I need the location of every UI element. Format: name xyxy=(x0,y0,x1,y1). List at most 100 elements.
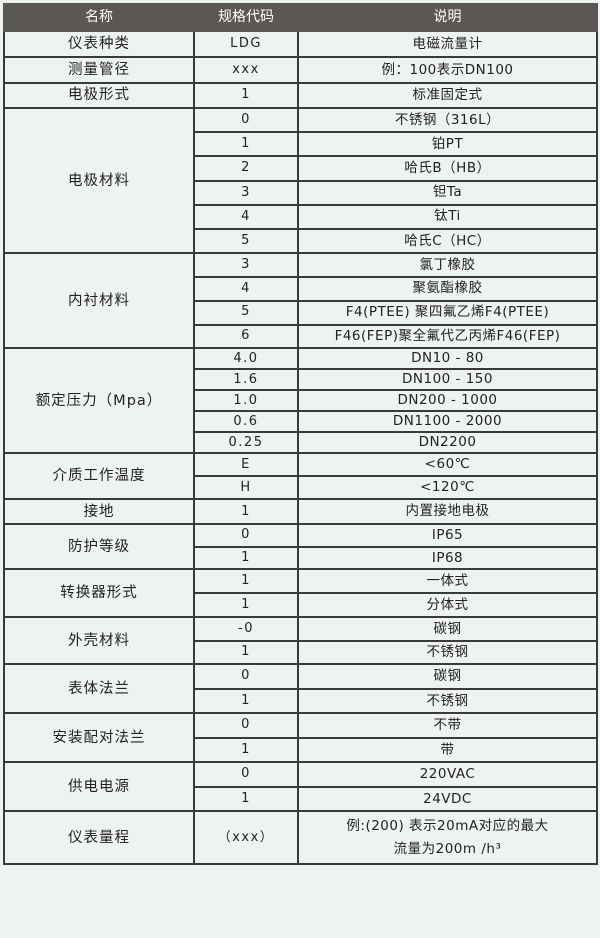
spec-description: DN2200 xyxy=(297,431,598,455)
table-header-row: 名称 规格代码 说明 xyxy=(3,3,598,32)
spec-description: IP68 xyxy=(297,545,598,571)
spec-code: 0.25 xyxy=(193,431,299,455)
spec-description: 钽Ta xyxy=(297,179,598,206)
spec-code: 1 xyxy=(193,592,299,619)
spec-code: 1 xyxy=(193,736,299,764)
table-row: 介质工作温度 E <60℃ xyxy=(3,452,598,501)
spec-code: 0 xyxy=(193,106,299,134)
table-body: 仪表种类 LDG 电磁流量计 测量管径 xxx 例：100表示DN100 电极形式 1 标准固定… xyxy=(3,30,598,866)
spec-description: 碳钢 xyxy=(297,663,598,690)
spec-description: 不锈钢 xyxy=(297,687,598,715)
table-row: 额定压力（Mpa） 4.0 DN10 - 80 xyxy=(3,347,598,455)
spec-description: 不锈钢 xyxy=(297,639,598,666)
table-row: 1 不锈钢 xyxy=(4,639,598,666)
spec-code: 5 xyxy=(193,299,299,326)
spec-description: 不锈钢（316L） xyxy=(297,106,598,134)
spec-description: F4(PTEE) 聚四氟乙烯F4(PTEE) xyxy=(297,299,598,326)
table-row: 3 钽Ta xyxy=(4,179,598,206)
item-name: 额定压力（Mpa） xyxy=(3,347,195,455)
spec-code: LDG xyxy=(193,30,299,58)
item-name: 表体法兰 xyxy=(3,663,195,715)
spec-description: 哈氏C（HC） xyxy=(297,227,598,255)
spec-description: <120℃ xyxy=(297,475,598,501)
table-row: 接地 1 内置接地电极 xyxy=(3,498,598,526)
spec-code: 6 xyxy=(193,323,299,350)
item-name: 电极材料 xyxy=(3,106,195,255)
spec-description: 220VAC xyxy=(297,761,598,788)
spec-description: IP65 xyxy=(297,523,598,548)
spec-code: -0 xyxy=(193,616,299,642)
spec-code: 1 xyxy=(193,545,299,571)
spec-code: （xxx） xyxy=(193,810,299,866)
table-row: 供电电源 0 220VAC xyxy=(3,761,598,813)
item-name: 供电电源 xyxy=(3,761,195,813)
spec-code: 1 xyxy=(193,785,299,813)
spec-description: 分体式 xyxy=(297,592,598,619)
spec-code: 0 xyxy=(193,663,299,690)
spec-description: DN200 - 1000 xyxy=(297,389,598,413)
spec-code: 0 xyxy=(193,523,299,548)
table-row: 电极材料 0 不锈钢（316L） xyxy=(3,106,598,255)
table-row: 5 F4(PTEE) 聚四氟乙烯F4(PTEE) xyxy=(4,299,598,326)
table-row: 5 哈氏C（HC） xyxy=(4,227,598,255)
spec-table-container: 名称 规格代码 说明 仪表种类 LDG 电磁流量计 测量管径 xxx 例：100表示DN1… xyxy=(3,3,598,866)
model-selection-table: 名称 规格代码 说明 仪表种类 LDG 电磁流量计 测量管径 xxx 例：100表示DN1… xyxy=(3,3,598,866)
spec-code: 1 xyxy=(193,131,299,158)
table-row: 2 哈氏B（HB） xyxy=(4,155,598,182)
table-row: 表体法兰 0 碳钢 xyxy=(3,663,598,715)
spec-description: 内置接地电极 xyxy=(297,498,598,526)
table-row: 0.25 DN2200 xyxy=(4,431,598,455)
spec-code: 2 xyxy=(193,155,299,182)
spec-description: 不带 xyxy=(297,712,598,739)
spec-code: 1 xyxy=(193,82,299,109)
spec-description: 带 xyxy=(297,736,598,764)
item-name: 外壳材料 xyxy=(3,616,195,666)
spec-code: 1 xyxy=(193,687,299,715)
table-row: 0.6 DN1100 - 2000 xyxy=(4,410,598,434)
table-row: 内衬材料 3 氯丁橡胶 xyxy=(3,252,598,350)
table-row: 测量管径 xxx 例：100表示DN100 xyxy=(3,56,598,84)
description-line: 流量为200m /h³ xyxy=(393,840,502,857)
table-row: 4 聚氨酯橡胶 xyxy=(4,275,598,302)
table-row: 安装配对法兰 0 不带 xyxy=(3,712,598,764)
spec-description: 氯丁橡胶 xyxy=(297,252,598,278)
table-row: 仪表量程 （xxx） 例:(200) 表示20mA对应的最大 流量为200m /h³ xyxy=(3,810,598,866)
spec-description: DN1100 - 2000 xyxy=(297,410,598,434)
header-desc: 说明 xyxy=(297,3,598,32)
spec-code: 0 xyxy=(193,761,299,788)
item-name: 测量管径 xyxy=(3,56,195,84)
table-row: 4 钛Ti xyxy=(4,203,598,230)
table-row: H <120℃ xyxy=(4,475,598,501)
spec-code: 4.0 xyxy=(193,347,299,371)
description-line: 例:(200) 表示20mA对应的最大 xyxy=(346,817,549,834)
spec-code: 1.0 xyxy=(193,389,299,413)
item-name: 转换器形式 xyxy=(3,568,195,619)
table-row: 1 分体式 xyxy=(4,592,598,619)
item-name: 安装配对法兰 xyxy=(3,712,195,764)
table-row: 1.6 DN100 - 150 xyxy=(4,368,598,392)
spec-code: H xyxy=(193,475,299,501)
spec-code: 1 xyxy=(193,639,299,666)
table-row: 防护等级 0 IP65 xyxy=(3,523,598,571)
spec-description: 例：100表示DN100 xyxy=(297,56,598,84)
spec-code: 3 xyxy=(193,179,299,206)
table-row: 1 铂PT xyxy=(4,131,598,158)
spec-code: 4 xyxy=(193,203,299,230)
spec-description: DN10 - 80 xyxy=(297,347,598,371)
header-name: 名称 xyxy=(3,3,195,32)
spec-code: 3 xyxy=(193,252,299,278)
spec-description: 钛Ti xyxy=(297,203,598,230)
spec-code: 0.6 xyxy=(193,410,299,434)
spec-description: 24VDC xyxy=(297,785,598,813)
item-name: 仪表量程 xyxy=(3,810,195,866)
spec-description: 标准固定式 xyxy=(297,82,598,109)
spec-code: xxx xyxy=(193,56,299,84)
table-row: 电极形式 1 标准固定式 xyxy=(3,82,598,109)
table-row: 1.0 DN200 - 1000 xyxy=(4,389,598,413)
spec-code: 0 xyxy=(193,712,299,739)
spec-description: 一体式 xyxy=(297,568,598,595)
spec-code: 1.6 xyxy=(193,368,299,392)
table-row: 1 IP68 xyxy=(4,545,598,571)
spec-description: F46(FEP)聚全氟代乙丙烯F46(FEP) xyxy=(297,323,598,350)
